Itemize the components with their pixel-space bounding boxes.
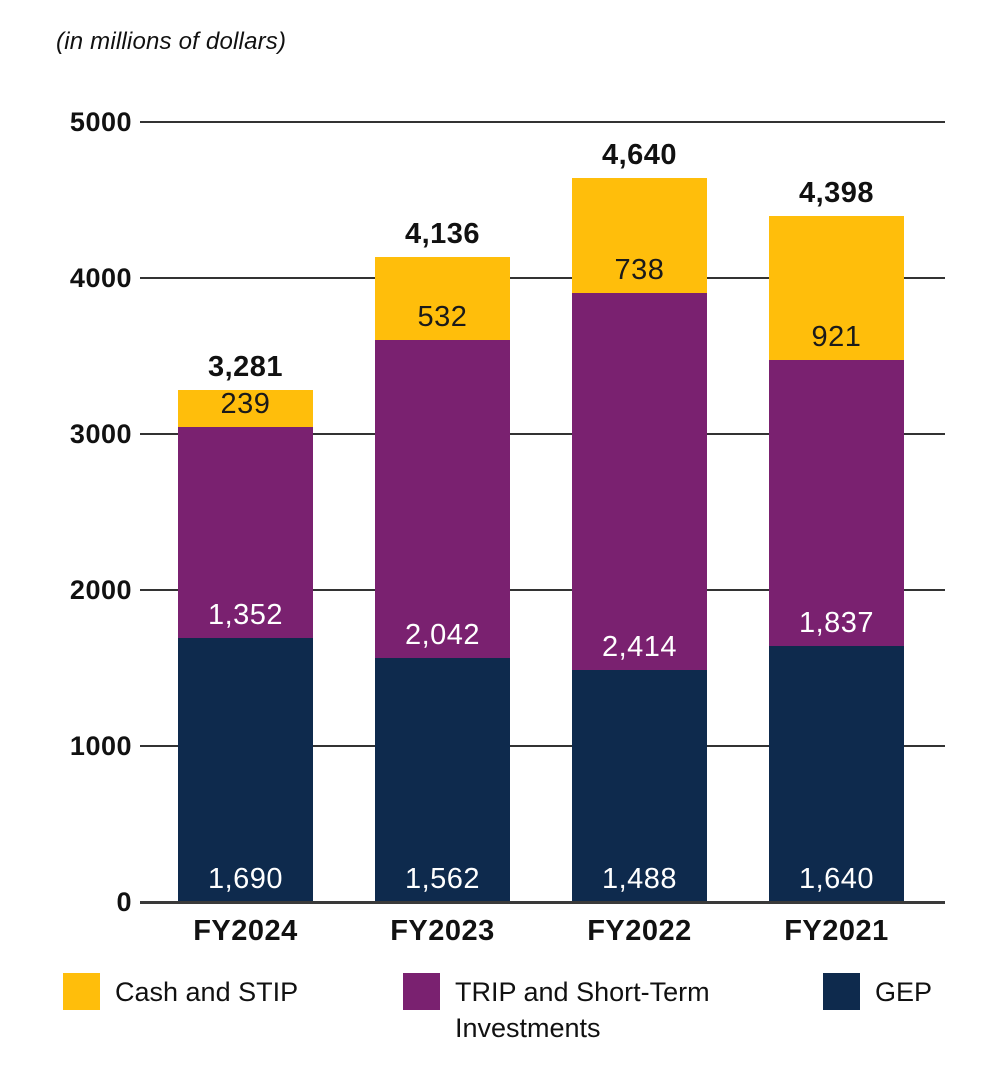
total-label-fy2021: 4,398 bbox=[798, 176, 875, 209]
y-axis-tick-1000: 1000 bbox=[69, 731, 132, 761]
legend-item-cash-and-stip: Cash and STIP bbox=[63, 973, 298, 1010]
segment-gep-fy2022: 1,488 bbox=[572, 669, 707, 902]
legend-item-gep: GEP bbox=[823, 973, 932, 1010]
legend-label-cash-and-stip: Cash and STIP bbox=[115, 977, 299, 1007]
value-label-cash-fy2022: 738 bbox=[614, 254, 665, 287]
value-label-cash-fy2024: 239 bbox=[220, 388, 271, 421]
segment-gep-fy2023: 1,562 bbox=[375, 658, 510, 902]
x-axis-label-fy2023: FY2023 bbox=[390, 915, 495, 947]
segment-gep-fy2024: 1,690 bbox=[178, 638, 313, 902]
value-label-trip-fy2021: 1,837 bbox=[798, 607, 875, 640]
gridline-4000 bbox=[140, 277, 945, 279]
total-label-fy2022: 4,640 bbox=[601, 139, 678, 172]
gridline-3000 bbox=[140, 433, 945, 435]
value-label-gep-fy2023: 1,562 bbox=[404, 862, 481, 895]
value-label-gep-fy2022: 1,488 bbox=[601, 862, 678, 895]
segment-trip-fy2023: 2,042 bbox=[375, 339, 510, 659]
legend-item-trip-short-term: TRIP and Short-Term Investments bbox=[403, 973, 733, 1046]
bar-fy2022: 1,488 2,414 738 bbox=[572, 178, 707, 902]
value-label-gep-fy2024: 1,690 bbox=[207, 862, 284, 895]
segment-gep-fy2021: 1,640 bbox=[769, 646, 904, 902]
total-label-fy2024: 3,281 bbox=[207, 351, 284, 384]
segment-cash-fy2022: 738 bbox=[572, 178, 707, 294]
y-axis-tick-2000: 2000 bbox=[69, 575, 132, 605]
trip-short-term-swatch bbox=[403, 973, 440, 1010]
total-label-fy2023: 4,136 bbox=[404, 217, 481, 250]
segment-trip-fy2022: 2,414 bbox=[572, 293, 707, 670]
legend-label-trip-short-term: TRIP and Short-Term Investments bbox=[455, 977, 710, 1043]
segment-cash-fy2021: 921 bbox=[769, 215, 904, 360]
value-label-cash-fy2023: 532 bbox=[417, 300, 468, 333]
segment-trip-fy2021: 1,837 bbox=[769, 359, 904, 647]
legend-label-gep: GEP bbox=[875, 977, 933, 1007]
value-label-gep-fy2021: 1,640 bbox=[798, 862, 875, 895]
y-axis-tick-4000: 4000 bbox=[69, 263, 132, 293]
value-label-trip-fy2024: 1,352 bbox=[207, 599, 284, 632]
value-label-trip-fy2022: 2,414 bbox=[601, 630, 678, 663]
gridline-5000 bbox=[140, 121, 945, 123]
y-axis-tick-5000: 5000 bbox=[69, 107, 132, 137]
bar-fy2023: 1,562 2,042 532 bbox=[375, 256, 510, 902]
y-axis-tick-3000: 3000 bbox=[69, 419, 132, 449]
segment-trip-fy2024: 1,352 bbox=[178, 427, 313, 639]
value-label-trip-fy2023: 2,042 bbox=[404, 619, 481, 652]
segment-cash-fy2023: 532 bbox=[375, 256, 510, 340]
gep-swatch bbox=[823, 973, 860, 1010]
chart-subtitle: (in millions of dollars) bbox=[56, 28, 287, 55]
bar-fy2024: 1,690 1,352 239 bbox=[178, 388, 313, 902]
value-label-cash-fy2021: 921 bbox=[811, 320, 862, 353]
x-axis-label-fy2022: FY2022 bbox=[587, 915, 692, 947]
y-axis-tick-0: 0 bbox=[116, 887, 132, 917]
bar-fy2021: 1,640 1,837 921 bbox=[769, 215, 904, 902]
cash-and-stip-swatch bbox=[63, 973, 100, 1010]
segment-cash-fy2024: 239 bbox=[178, 388, 313, 428]
gridline-0 bbox=[140, 901, 945, 904]
x-axis-label-fy2021: FY2021 bbox=[784, 915, 889, 947]
gridline-2000 bbox=[140, 589, 945, 591]
gridline-1000 bbox=[140, 745, 945, 747]
x-axis-label-fy2024: FY2024 bbox=[193, 915, 298, 947]
